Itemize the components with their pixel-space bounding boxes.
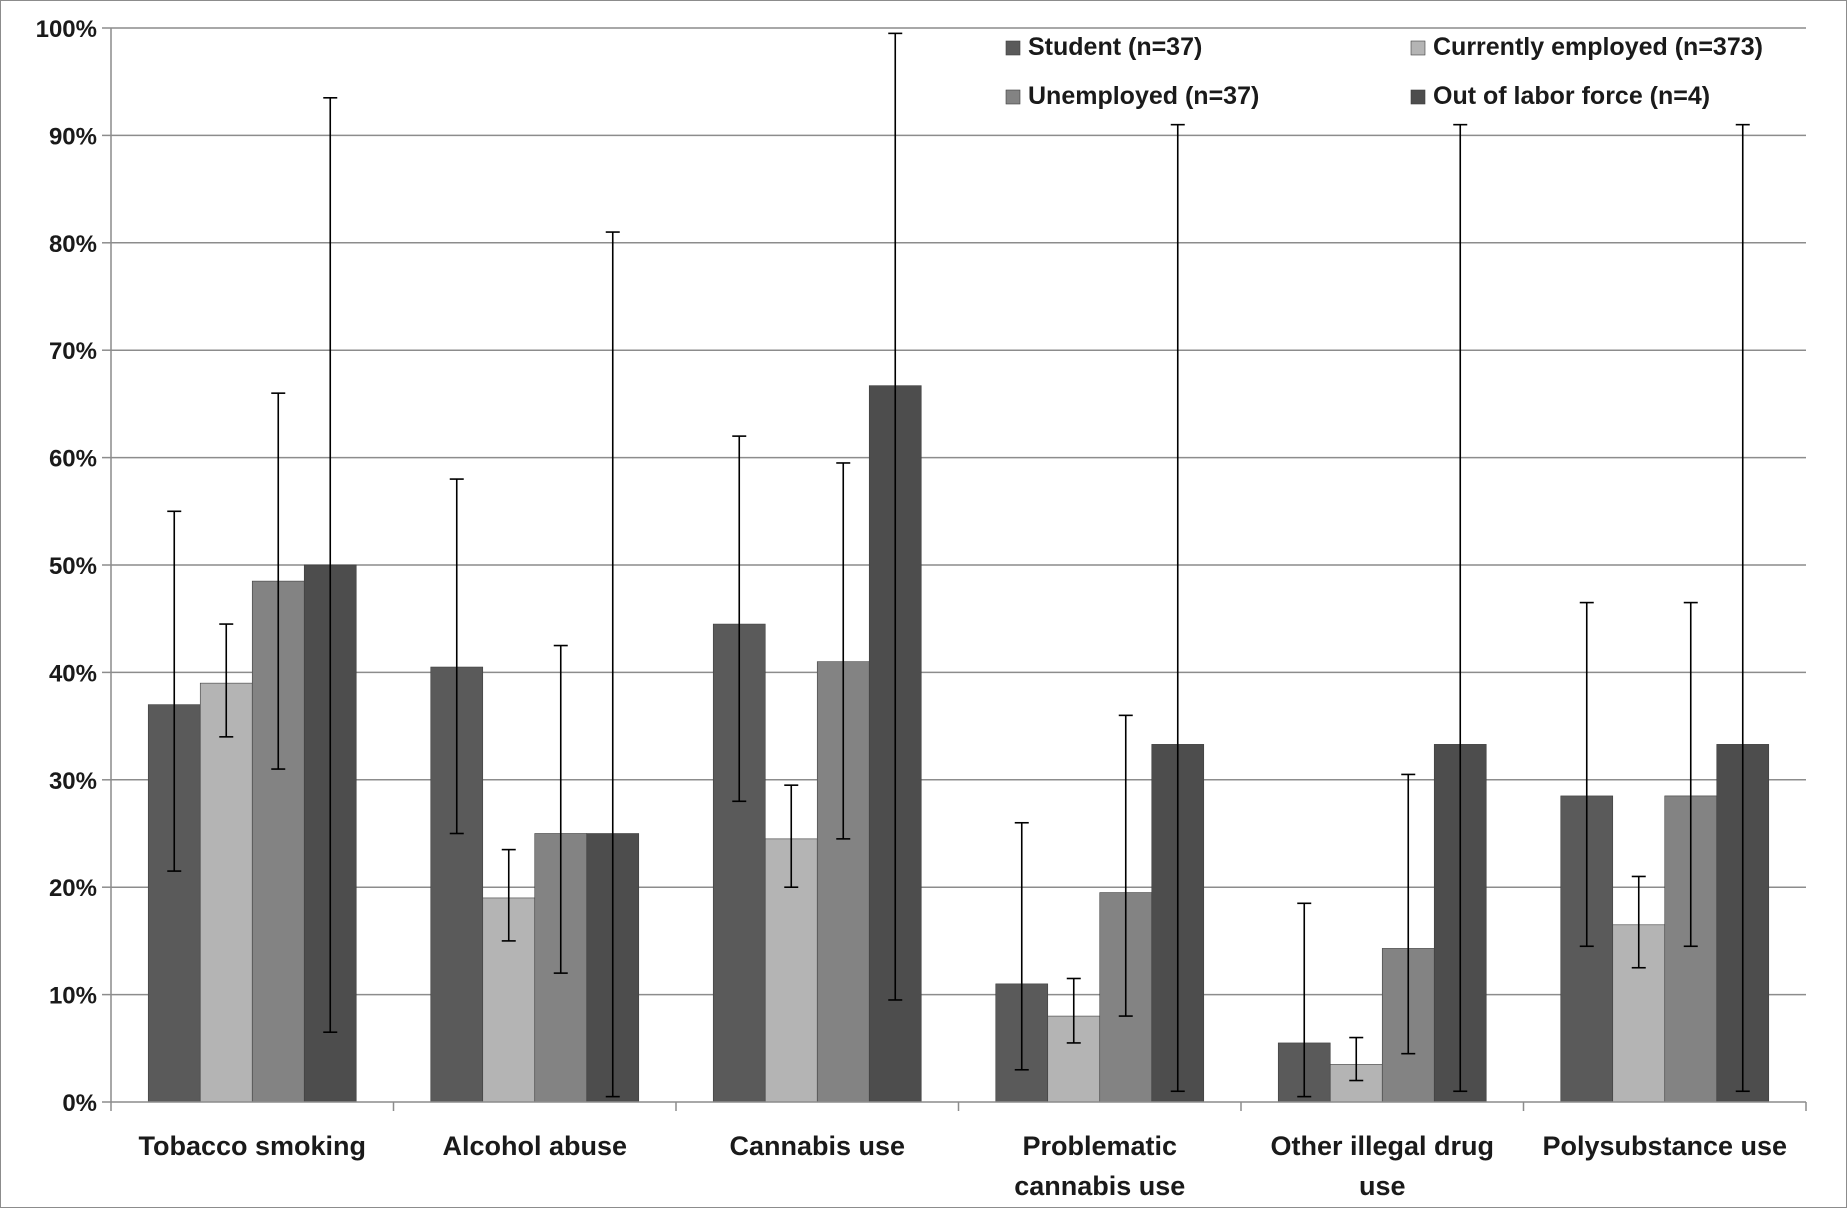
legend-swatch xyxy=(1410,89,1426,105)
x-category-label: Alcohol abuse xyxy=(442,1131,627,1161)
y-tick-label: 50% xyxy=(49,553,97,580)
legend-label: Currently employed (n=373) xyxy=(1433,33,1763,61)
y-tick-label: 40% xyxy=(49,660,97,687)
y-tick-label: 30% xyxy=(49,768,97,795)
x-category-label: cannabis use xyxy=(1014,1171,1185,1201)
legend-swatch xyxy=(1410,40,1426,56)
x-category-label: Tobacco smoking xyxy=(138,1131,366,1161)
error-bars xyxy=(167,32,1750,1098)
x-category-label: Cannabis use xyxy=(729,1131,905,1161)
y-tick-label: 70% xyxy=(49,338,97,365)
x-category-label: Other illegal drug xyxy=(1270,1131,1494,1161)
y-tick-label: 60% xyxy=(49,446,97,473)
legend-label: Out of labor force (n=4) xyxy=(1433,82,1710,110)
x-category-label: use xyxy=(1359,1171,1406,1201)
y-tick-label: 100% xyxy=(36,16,97,43)
gridlines xyxy=(111,27,1806,996)
y-tick-label: 80% xyxy=(49,231,97,258)
x-category-label: Polysubstance use xyxy=(1542,1131,1787,1161)
axes: 0% 10% 20% 30% 40% 50% 60% 70% 80% 90% 100% Tobacco… xyxy=(36,16,1807,1201)
legend-swatch xyxy=(1005,40,1021,56)
legend-swatch xyxy=(1005,89,1021,105)
legend: Student (n=37) Currently employed (n=373)… xyxy=(1005,33,1763,110)
y-tick-label: 0% xyxy=(62,1090,97,1117)
legend-label: Unemployed (n=37) xyxy=(1028,82,1259,110)
legend-label: Student (n=37) xyxy=(1028,33,1202,61)
y-tick-label: 20% xyxy=(49,875,97,902)
y-tick-label: 10% xyxy=(49,983,97,1010)
bar xyxy=(199,682,253,1103)
y-tick-label: 90% xyxy=(49,123,97,150)
x-category-label: Problematic xyxy=(1022,1131,1177,1161)
